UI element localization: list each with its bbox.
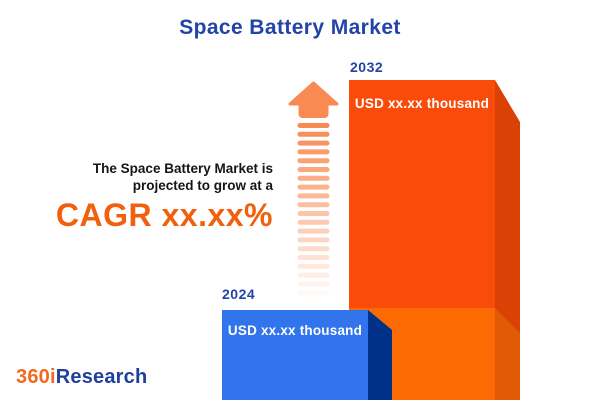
bar-2032-side-lower [495, 308, 520, 400]
arrow-dash [297, 237, 330, 243]
arrow-dash [297, 123, 330, 128]
arrow-dash [297, 202, 330, 208]
brand-logo-prefix: 360i [16, 366, 56, 388]
arrow-dash [297, 211, 330, 216]
bar-2024-side [368, 310, 392, 400]
arrow-dash [297, 246, 330, 252]
arrow-dash [297, 167, 330, 172]
brand-logo: 360iResearch [16, 366, 147, 389]
bar-2024-value-label: USD xx.xx thousand [227, 323, 363, 338]
cagr-text: CAGR xx.xx% [55, 197, 273, 233]
bar-2024-year-label: 2024 [222, 286, 256, 302]
bar-2032-year-label: 2032 [350, 59, 384, 75]
bar-2032 [349, 80, 520, 400]
bar-2024 [222, 310, 392, 400]
arrow-stem [298, 97, 329, 118]
arrow-dash [297, 272, 330, 278]
tagline: The Space Battery Market is projected to… [93, 161, 273, 194]
arrow-dash [297, 158, 330, 164]
arrow-dash [297, 140, 330, 146]
arrow-dash [297, 219, 330, 225]
tagline-line-1: The Space Battery Market is [92, 161, 273, 176]
arrow-dash [297, 149, 330, 155]
bar-2024-face [222, 310, 368, 400]
arrow-dash [297, 184, 330, 190]
brand-logo-suffix: Research [55, 366, 148, 388]
arrow-dash [297, 290, 330, 296]
page-title: Space Battery Market [179, 16, 401, 39]
growth-arrow-dashes [297, 123, 330, 296]
arrow-dash [297, 263, 330, 269]
arrow-dash [297, 255, 330, 260]
bar-2032-face-upper [349, 80, 495, 308]
arrow-dash [297, 228, 330, 234]
arrow-dash [297, 281, 330, 287]
arrow-dash [297, 175, 330, 181]
arrow-dash [297, 193, 330, 199]
bar-2032-value-label: USD xx.xx thousand [354, 96, 490, 111]
growth-arrow-icon [288, 81, 339, 296]
tagline-line-2: projected to grow at a [132, 177, 273, 193]
arrow-dash [297, 131, 330, 137]
